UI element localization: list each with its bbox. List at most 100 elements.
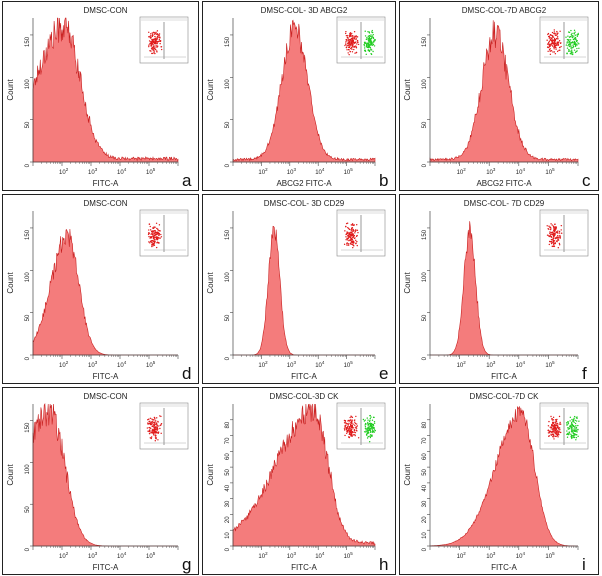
inset-dot-positive: [574, 31, 576, 33]
inset-dot: [154, 229, 156, 232]
inset-dot: [555, 37, 558, 40]
inset-dot: [344, 421, 347, 423]
inset-dot: [546, 225, 548, 227]
inset-dot: [348, 38, 350, 41]
inset-dot: [555, 435, 557, 438]
inset-dot: [352, 423, 354, 425]
y-tick-label: 20: [225, 516, 231, 523]
inset-dot-positive: [569, 43, 571, 45]
inset-dot: [150, 33, 152, 35]
inset-dot: [348, 436, 350, 439]
inset-dot: [550, 242, 553, 245]
inset-dot: [551, 224, 553, 226]
inset-dot: [148, 422, 150, 425]
x-tick-label: 105: [545, 360, 555, 369]
y-tick-label: 0: [25, 163, 31, 167]
inset-dot: [157, 229, 160, 231]
inset-dot-positive: [367, 425, 369, 427]
x-tick-label: 103: [88, 551, 98, 560]
inset-dot: [347, 34, 349, 37]
inset-dot: [153, 429, 156, 431]
y-tick-label: 80: [422, 421, 428, 428]
inset-dot-positive: [571, 429, 574, 431]
x-tick-label: 105: [545, 167, 555, 176]
inset-dot: [556, 41, 558, 43]
inset-dot-positive: [571, 427, 573, 429]
panel-title: DMSC-COL- 7D CD29: [464, 199, 545, 208]
inset-dot: [554, 32, 556, 35]
inset-dot-positive: [576, 431, 578, 433]
inset-dot: [151, 233, 154, 236]
inset-dot: [354, 52, 356, 54]
panel-title: DMSC-COL-7D CK: [470, 392, 540, 401]
inset-dot: [156, 431, 158, 433]
inset-dot: [156, 42, 158, 45]
inset-dot: [346, 36, 349, 38]
inset-dot: [345, 39, 347, 41]
y-tick-label: 0: [225, 547, 231, 551]
inset-dot: [552, 51, 554, 53]
inset-dot: [149, 36, 151, 39]
inset-dot: [555, 420, 557, 422]
inset-dot-positive: [368, 41, 370, 44]
inset-dot: [347, 420, 349, 422]
histogram-svg-e: DMSC-COL- 3D CD29 0 50 100 150 102 103 104 105 FI…: [206, 199, 388, 383]
inset-dot: [556, 418, 558, 421]
inset-dot: [356, 223, 358, 226]
inset-dot-positive: [368, 39, 371, 41]
inset-dot-positive: [364, 35, 367, 37]
inset-dot-positive: [372, 42, 374, 44]
inset-dot: [353, 421, 356, 423]
inset-dot: [557, 432, 559, 435]
inset-dot: [349, 50, 351, 53]
histogram-svg-d: DMSC-CON 0 50 100 150 102 103 104 105 FITC-A Count…: [6, 199, 191, 383]
inset-dot: [548, 36, 551, 38]
inset-dot: [343, 243, 346, 246]
inset-dot: [159, 230, 161, 232]
inset-dot: [150, 237, 153, 239]
inset-dot: [351, 425, 353, 427]
inset-dot: [560, 45, 562, 48]
inset-dot-positive: [576, 35, 579, 38]
inset-dot: [153, 51, 155, 54]
inset-dot: [150, 436, 153, 438]
panel-letter: g: [182, 555, 191, 574]
inset-dot: [151, 39, 154, 42]
inset-dot: [548, 420, 550, 423]
inset-dot: [147, 233, 150, 236]
inset-dot-positive: [370, 34, 372, 36]
inset-dot-positive: [572, 432, 575, 435]
histogram-area: [429, 405, 578, 547]
inset-dot: [151, 47, 153, 50]
inset-dot-positive: [570, 35, 572, 38]
inset-dot: [152, 230, 155, 232]
inset-dot: [356, 43, 358, 45]
inset-dot: [553, 427, 556, 429]
y-tick-label: 40: [422, 484, 428, 491]
inset-dot: [149, 43, 151, 45]
inset-dot: [155, 222, 158, 224]
inset-dot-positive: [573, 418, 575, 421]
inset-dot-positive: [567, 421, 569, 423]
inset-dot-positive: [573, 435, 575, 437]
inset-dot: [553, 229, 555, 232]
x-axis-label: FITC-A: [491, 563, 517, 572]
inset-dot: [351, 227, 353, 230]
inset-dot: [345, 239, 347, 241]
inset-dot: [547, 228, 549, 230]
inset-dot-positive: [370, 48, 372, 50]
inset-dot: [550, 40, 553, 42]
inset-dot-positive: [371, 35, 374, 37]
inset-dot-positive: [363, 431, 366, 433]
y-axis-label: Count: [6, 272, 15, 294]
panel-title: DMSC-CON: [84, 199, 128, 208]
inset-dot: [356, 41, 358, 43]
inset-dot: [354, 427, 357, 429]
inset-dot-positive: [370, 43, 372, 45]
inset-dot: [351, 239, 353, 241]
inset-dot: [346, 40, 348, 42]
inset-dotplot: [539, 209, 589, 257]
inset-dot-positive: [362, 418, 365, 421]
inset-dot-positive: [577, 42, 579, 44]
inset-dot-positive: [364, 427, 367, 430]
